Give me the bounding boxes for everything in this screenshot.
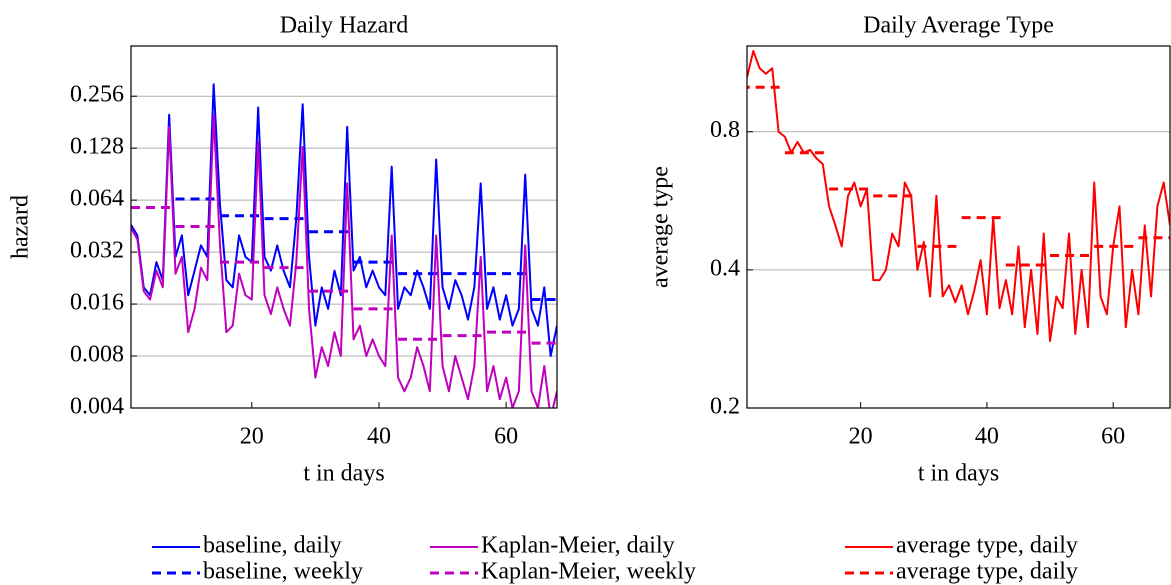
legend-label: Kaplan-Meier, weekly bbox=[481, 559, 696, 585]
y-tick-label: 0.032 bbox=[70, 238, 124, 264]
chart-title: Daily Hazard bbox=[280, 13, 409, 39]
y-tick-label: 0.2 bbox=[710, 394, 740, 420]
chart-title: Daily Average Type bbox=[863, 13, 1054, 39]
x-axis-label: t in days bbox=[303, 461, 384, 487]
y-tick-label: 0.256 bbox=[70, 82, 124, 108]
x-tick-label: 40 bbox=[367, 424, 391, 450]
x-tick-label: 20 bbox=[849, 424, 873, 450]
plot-area bbox=[747, 49, 1170, 342]
plot-area bbox=[131, 83, 557, 408]
y-tick-label: 0.004 bbox=[70, 394, 124, 420]
x-tick-label: 60 bbox=[1101, 424, 1125, 450]
legend-label: average type, daily bbox=[896, 533, 1078, 559]
y-axis-label: average type bbox=[648, 166, 674, 288]
y-tick-label: 0.8 bbox=[710, 117, 740, 143]
y-tick-label: 0.008 bbox=[70, 342, 124, 368]
y-tick-label: 0.064 bbox=[70, 186, 124, 212]
plot-frame bbox=[746, 45, 1171, 409]
legend-label: baseline, weekly bbox=[203, 559, 363, 585]
y-tick-label: 0.016 bbox=[70, 290, 124, 316]
y-tick-label: 0.4 bbox=[710, 255, 740, 281]
y-axis-label: hazard bbox=[8, 195, 34, 259]
plot-frame bbox=[130, 45, 558, 409]
y-tick-label: 0.128 bbox=[70, 134, 124, 160]
legend-label: baseline, daily bbox=[203, 533, 342, 559]
x-axis-label: t in days bbox=[918, 461, 999, 487]
daily-line bbox=[131, 83, 557, 358]
legend-label: average type, daily bbox=[896, 559, 1078, 585]
x-tick-label: 20 bbox=[240, 424, 264, 450]
x-tick-label: 40 bbox=[975, 424, 999, 450]
x-tick-label: 60 bbox=[494, 424, 518, 450]
daily-line bbox=[131, 113, 557, 408]
legend-label: Kaplan-Meier, daily bbox=[481, 533, 675, 559]
daily-line bbox=[747, 49, 1170, 342]
